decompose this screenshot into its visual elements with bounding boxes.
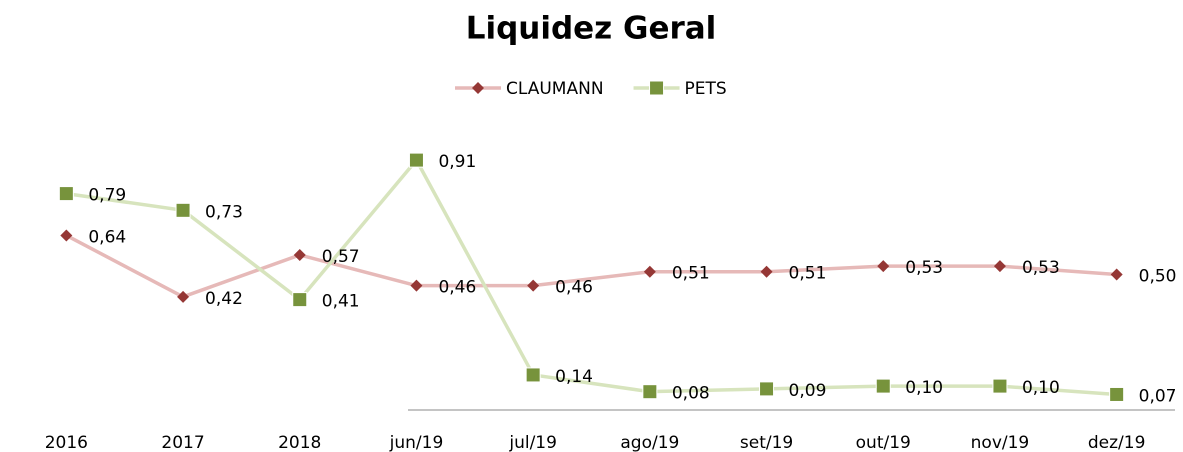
data-point	[992, 378, 1008, 394]
data-point	[177, 290, 190, 303]
data-label: 0,07	[1139, 386, 1177, 406]
data-label: 0,50	[1139, 267, 1177, 287]
data-label: 0,51	[789, 264, 827, 284]
data-point	[993, 260, 1006, 273]
x-tick-label: jul/19	[508, 433, 557, 452]
data-label: 0,14	[555, 367, 593, 387]
data-point	[292, 292, 308, 308]
x-tick-label: 2016	[45, 433, 88, 452]
data-point	[527, 279, 540, 292]
legend-label: CLAUMANN	[506, 79, 604, 99]
data-label: 0,09	[789, 381, 827, 401]
x-tick-label: set/19	[740, 433, 793, 452]
data-point	[1110, 268, 1123, 281]
x-tick-label: out/19	[856, 433, 911, 452]
x-tick-label: ago/19	[620, 433, 679, 452]
data-label: 0,08	[672, 384, 710, 404]
chart-title: Liquidez Geral	[466, 11, 717, 47]
data-label: 0,46	[438, 278, 476, 298]
data-label: 0,53	[1022, 258, 1060, 278]
data-point	[875, 378, 891, 394]
data-point	[408, 152, 424, 168]
data-point	[760, 265, 773, 278]
series-line	[66, 157, 1117, 397]
data-point	[643, 265, 656, 278]
data-point	[877, 260, 890, 273]
data-label: 0,42	[205, 289, 243, 309]
data-label: 0,41	[322, 292, 360, 312]
data-point	[759, 381, 775, 397]
data-label: 0,91	[438, 152, 476, 172]
x-tick-label: 2017	[161, 433, 204, 452]
data-point	[642, 384, 658, 400]
legend-marker	[472, 82, 484, 94]
x-tick-label: dez/19	[1088, 433, 1146, 452]
data-point	[175, 202, 191, 218]
data-label: 0,64	[88, 227, 126, 247]
data-point	[525, 367, 541, 383]
data-label: 0,10	[905, 378, 943, 398]
data-label: 0,51	[672, 264, 710, 284]
data-label: 0,10	[1022, 378, 1060, 398]
data-label: 0,73	[205, 202, 243, 222]
x-tick-label: nov/19	[971, 433, 1030, 452]
legend-label: PETS	[685, 79, 727, 99]
data-label: 0,57	[322, 247, 360, 267]
x-tick-label: 2018	[278, 433, 321, 452]
data-point	[410, 279, 423, 292]
data-point	[58, 186, 74, 202]
data-point	[293, 248, 306, 261]
legend-marker	[649, 80, 665, 96]
data-label: 0,53	[905, 258, 943, 278]
data-point	[1109, 386, 1125, 402]
series-line	[65, 233, 1117, 299]
data-label: 0,46	[555, 278, 593, 298]
x-tick-label: jun/19	[389, 433, 444, 452]
data-point	[60, 229, 73, 242]
data-label: 0,79	[88, 186, 126, 206]
